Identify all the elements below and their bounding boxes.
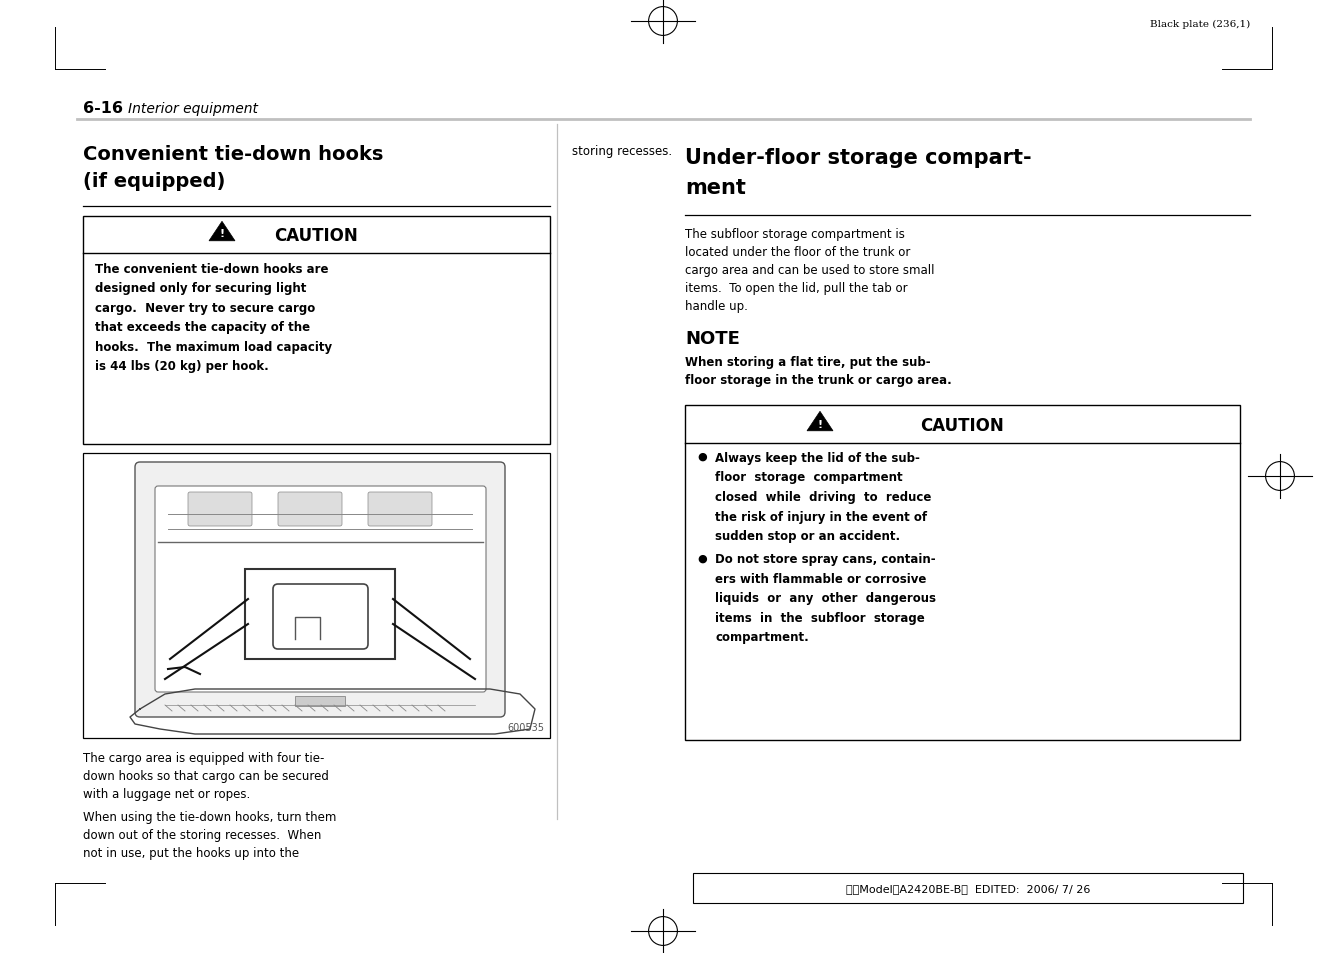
FancyBboxPatch shape: [188, 493, 252, 526]
Text: ●: ●: [697, 452, 707, 461]
Bar: [685, 406, 1239, 740]
Bar: [84, 216, 549, 444]
FancyBboxPatch shape: [273, 584, 368, 649]
Text: down out of the storing recesses.  When: down out of the storing recesses. When: [84, 828, 321, 841]
FancyBboxPatch shape: [368, 493, 433, 526]
Polygon shape: [208, 222, 235, 241]
Text: designed only for securing light: designed only for securing light: [96, 282, 307, 295]
Text: The convenient tie-down hooks are: The convenient tie-down hooks are: [96, 263, 329, 275]
Text: hooks.  The maximum load capacity: hooks. The maximum load capacity: [96, 340, 332, 354]
Text: Convenient tie-down hooks: Convenient tie-down hooks: [84, 145, 384, 164]
Bar: [84, 454, 549, 739]
Text: closed  while  driving  to  reduce: closed while driving to reduce: [715, 491, 932, 503]
Text: !: !: [219, 229, 224, 239]
Text: Under-floor storage compart-: Under-floor storage compart-: [685, 148, 1031, 168]
Text: ment: ment: [685, 178, 746, 198]
Text: ers with flammable or corrosive: ers with flammable or corrosive: [715, 573, 926, 585]
Bar: [295, 697, 345, 706]
FancyBboxPatch shape: [135, 462, 506, 718]
FancyBboxPatch shape: [277, 493, 342, 526]
Text: is 44 lbs (20 kg) per hook.: is 44 lbs (20 kg) per hook.: [96, 360, 269, 374]
Text: When storing a flat tire, put the sub-: When storing a flat tire, put the sub-: [685, 355, 930, 369]
Text: floor  storage  compartment: floor storage compartment: [715, 471, 902, 484]
Text: 北米Model１A2420BE-B＂  EDITED:  2006/ 7/ 26: 北米Model１A2420BE-B＂ EDITED: 2006/ 7/ 26: [845, 883, 1091, 893]
Text: down hooks so that cargo can be secured: down hooks so that cargo can be secured: [84, 769, 329, 782]
Text: Black plate (236,1): Black plate (236,1): [1149, 20, 1250, 30]
Text: not in use, put the hooks up into the: not in use, put the hooks up into the: [84, 846, 299, 859]
Text: !: !: [817, 419, 823, 429]
Text: The cargo area is equipped with four tie-: The cargo area is equipped with four tie…: [84, 751, 324, 764]
Text: with a luggage net or ropes.: with a luggage net or ropes.: [84, 787, 251, 801]
Text: cargo.  Never try to secure cargo: cargo. Never try to secure cargo: [96, 302, 316, 314]
Polygon shape: [807, 412, 833, 432]
Text: that exceeds the capacity of the: that exceeds the capacity of the: [96, 321, 311, 335]
Text: CAUTION: CAUTION: [920, 416, 1003, 435]
FancyBboxPatch shape: [155, 486, 486, 692]
Text: NOTE: NOTE: [685, 330, 740, 348]
Text: (if equipped): (if equipped): [84, 172, 226, 191]
Text: items  in  the  subfloor  storage: items in the subfloor storage: [715, 612, 925, 624]
Text: ●: ●: [697, 553, 707, 563]
Text: Interior equipment: Interior equipment: [127, 102, 257, 116]
Text: compartment.: compartment.: [715, 631, 808, 644]
Bar: [693, 873, 1243, 903]
Text: cargo area and can be used to store small: cargo area and can be used to store smal…: [685, 264, 934, 276]
Text: When using the tie-down hooks, turn them: When using the tie-down hooks, turn them: [84, 810, 336, 823]
Bar: [245, 569, 395, 659]
Text: liquids  or  any  other  dangerous: liquids or any other dangerous: [715, 592, 936, 605]
Text: The subfloor storage compartment is: The subfloor storage compartment is: [685, 228, 905, 241]
Text: handle up.: handle up.: [685, 299, 748, 313]
Text: Always keep the lid of the sub-: Always keep the lid of the sub-: [715, 452, 920, 464]
Text: CAUTION: CAUTION: [275, 227, 358, 245]
Text: items.  To open the lid, pull the tab or: items. To open the lid, pull the tab or: [685, 282, 908, 294]
Text: 6-16: 6-16: [84, 101, 123, 116]
Text: Do not store spray cans, contain-: Do not store spray cans, contain-: [715, 553, 936, 566]
Text: floor storage in the trunk or cargo area.: floor storage in the trunk or cargo area…: [685, 374, 951, 387]
Text: storing recesses.: storing recesses.: [572, 145, 671, 158]
Text: located under the floor of the trunk or: located under the floor of the trunk or: [685, 246, 910, 258]
Text: sudden stop or an accident.: sudden stop or an accident.: [715, 530, 900, 542]
Text: 600535: 600535: [507, 722, 544, 732]
Text: the risk of injury in the event of: the risk of injury in the event of: [715, 510, 928, 523]
